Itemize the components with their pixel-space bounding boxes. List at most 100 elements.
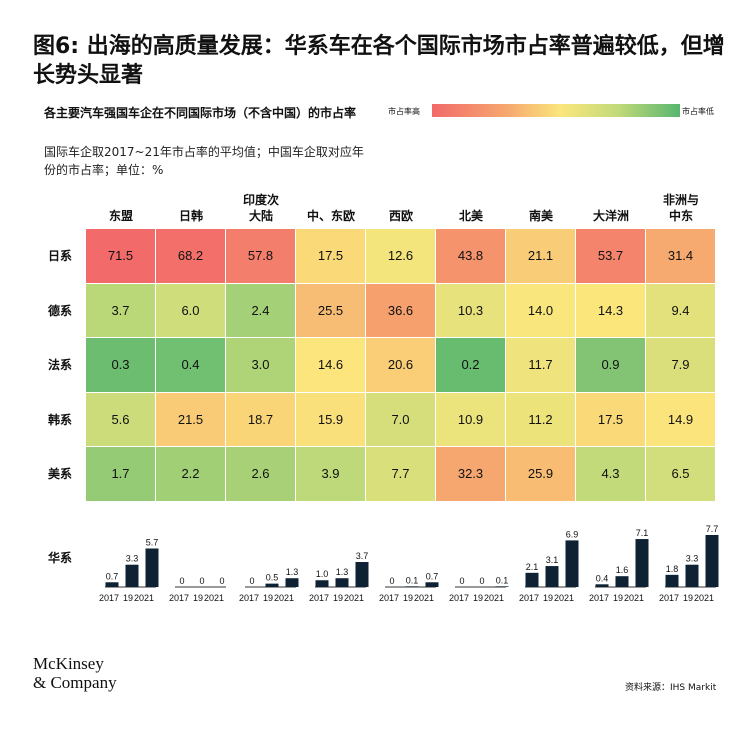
china-bar — [635, 539, 649, 587]
china-bar — [705, 535, 719, 587]
heatmap-cell: 14.3 — [576, 283, 645, 337]
x-tick-label: 19 — [333, 593, 343, 603]
column-header: 中、东欧 — [306, 209, 355, 223]
x-tick-label: 2017 — [239, 593, 259, 603]
china-bar — [125, 564, 139, 587]
heatmap-cell: 12.6 — [366, 229, 435, 283]
x-tick-label: 2021 — [484, 593, 504, 603]
heatmap-cell: 7.9 — [646, 338, 715, 392]
x-tick-label: 2021 — [274, 593, 294, 603]
heatmap-cell: 0.4 — [156, 338, 225, 392]
brand-line-2: & Company — [33, 673, 117, 692]
bar-value-label: 0 — [179, 576, 184, 586]
x-tick-label: 2021 — [694, 593, 714, 603]
bar-value-label: 5.7 — [146, 538, 159, 548]
bar-value-label: 7.7 — [706, 524, 719, 534]
bar-value-label: 0 — [389, 576, 394, 586]
legend-gradient-bar — [432, 104, 680, 117]
row-header: 日系 — [48, 249, 73, 263]
column-header: 西欧 — [388, 209, 413, 223]
x-tick-label: 2017 — [309, 593, 329, 603]
x-tick-label: 2021 — [624, 593, 644, 603]
china-bar — [495, 586, 509, 587]
bar-value-label: 6.9 — [566, 529, 579, 539]
x-tick-label: 2017 — [449, 593, 469, 603]
chart-subtitle: 各主要汽车强国车企在不同国际市场（不含中国）的市占率 — [44, 106, 357, 120]
bar-value-label: 1.3 — [336, 567, 349, 577]
heatmap-cell: 4.3 — [576, 447, 645, 501]
heatmap-cell: 2.6 — [226, 447, 295, 501]
heatmap-cell: 6.0 — [156, 283, 225, 337]
china-bar — [615, 576, 629, 587]
china-bar — [565, 540, 579, 587]
bar-value-label: 0.5 — [266, 573, 279, 583]
china-bar — [525, 572, 539, 587]
column-header: 大洋洲 — [592, 209, 629, 223]
heatmap-cell: 11.7 — [506, 338, 575, 392]
heatmap-cell: 7.0 — [366, 392, 435, 446]
china-bar — [265, 583, 279, 587]
heatmap-cell: 17.5 — [576, 392, 645, 446]
bar-value-label: 0 — [219, 576, 224, 586]
heatmap-cell: 10.9 — [436, 392, 505, 446]
heatmap-cell: 11.2 — [506, 392, 575, 446]
x-tick-label: 2021 — [344, 593, 364, 603]
x-tick-label: 2017 — [659, 593, 679, 603]
heatmap-cell: 9.4 — [646, 283, 715, 337]
x-tick-label: 19 — [263, 593, 273, 603]
heatmap-cell: 2.2 — [156, 447, 225, 501]
heatmap-cell: 10.3 — [436, 283, 505, 337]
x-tick-label: 19 — [613, 593, 623, 603]
row-header: 韩系 — [48, 412, 73, 427]
heatmap-cell: 3.9 — [296, 447, 365, 501]
heatmap-cell: 17.5 — [296, 229, 365, 283]
column-header: 非洲与中东 — [662, 193, 699, 223]
x-tick-label: 19 — [123, 593, 133, 603]
heatmap-cell: 53.7 — [576, 229, 645, 283]
heatmap-cell: 1.7 — [86, 447, 155, 501]
bar-value-label: 0.7 — [426, 571, 439, 581]
china-bar — [105, 582, 119, 587]
bar-value-label: 0.1 — [406, 575, 419, 585]
row-header: 德系 — [48, 303, 73, 318]
x-tick-label: 2017 — [169, 593, 189, 603]
x-tick-label: 19 — [543, 593, 553, 603]
china-bar — [285, 578, 299, 587]
chart-note: 国际车企取2017~21年市占率的平均值；中国车企取对应年份的市占率；单位：% — [44, 145, 364, 177]
bar-value-label: 3.7 — [356, 551, 369, 561]
heatmap-cell: 3.7 — [86, 283, 155, 337]
x-tick-label: 2017 — [519, 593, 539, 603]
page-title: 图6: 出海的高质量发展：华系车在各个国际市场市占率普遍较低，但增长势头显著 — [33, 34, 725, 88]
bar-value-label: 3.3 — [126, 554, 139, 564]
x-tick-label: 2021 — [134, 593, 154, 603]
x-tick-label: 2017 — [99, 593, 119, 603]
china-bar — [425, 582, 439, 587]
column-header: 东盟 — [108, 209, 133, 223]
bar-value-label: 3.1 — [546, 555, 559, 565]
bar-value-label: 1.8 — [666, 564, 679, 574]
heatmap-cell: 68.2 — [156, 229, 225, 283]
china-bar — [665, 574, 679, 587]
bar-value-label: 1.6 — [616, 565, 629, 575]
bar-value-label: 0.4 — [596, 573, 609, 583]
bar-value-label: 0 — [249, 576, 254, 586]
x-tick-label: 2017 — [379, 593, 399, 603]
column-header: 南美 — [528, 209, 553, 223]
heatmap-cell: 31.4 — [646, 229, 715, 283]
bar-value-label: 0.1 — [496, 575, 509, 585]
heatmap-cell: 36.6 — [366, 283, 435, 337]
heatmap-cell: 14.6 — [296, 338, 365, 392]
china-bar — [405, 586, 419, 587]
heatmap-cell: 71.5 — [86, 229, 155, 283]
bar-value-label: 0 — [199, 576, 204, 586]
source-note: 资料来源：IHS Markit — [625, 683, 717, 693]
heatmap-cell: 0.9 — [576, 338, 645, 392]
bar-value-label: 0 — [459, 576, 464, 586]
heatmap-cell: 6.5 — [646, 447, 715, 501]
heatmap-cell: 32.3 — [436, 447, 505, 501]
x-tick-label: 19 — [473, 593, 483, 603]
x-tick-label: 2021 — [204, 593, 224, 603]
column-header: 北美 — [458, 209, 483, 223]
x-tick-label: 2021 — [554, 593, 574, 603]
